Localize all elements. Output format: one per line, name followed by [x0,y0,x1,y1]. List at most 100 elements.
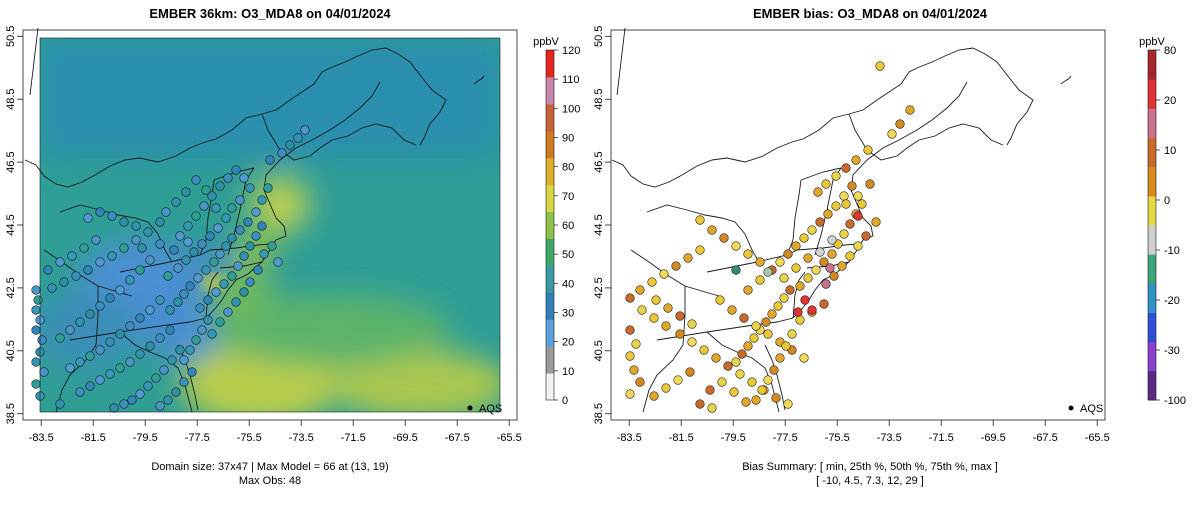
right-station-marker [635,285,645,295]
left-station-marker [233,261,243,271]
left-border-quebec [329,47,447,146]
left-station-marker [251,207,261,217]
right-station-marker [649,391,659,401]
right-station-marker [715,295,725,305]
right-station-marker [807,225,817,235]
right-colorbar-tick-label: -10 [1164,245,1180,257]
right-station-marker [831,201,841,211]
left-station-marker [115,285,125,295]
right-station-marker [775,257,785,267]
right-station-marker [675,329,685,339]
left-border-pa-wv [55,286,99,413]
left-station-marker [161,207,171,217]
left-station-marker [155,239,165,249]
right-station-marker [675,311,685,321]
left-station-marker [95,207,105,217]
left-lat-tick-label: 40.5 [5,340,17,361]
left-colorbar-segment [546,50,554,78]
left-lon-tick-label: -81.5 [81,432,106,444]
left-colorbar-tick-label: 120 [562,45,580,57]
right-station-marker [813,187,823,197]
right-lon-tick-label: -83.5 [617,432,642,444]
right-border-lake-ontario [646,204,760,263]
right-station-marker [743,285,753,295]
left-footer-line1: Domain size: 37x47 | Max Model = 66 at (… [151,461,388,473]
left-axes: -83.5 -81.5 -79.5 -77.5 -75.5 -73.5 -71.5 -69.5… [5,26,522,444]
right-station-marker [747,377,757,387]
left-station-marker [131,235,141,245]
left-station-marker [109,403,119,413]
left-lat-tick-label: 46.5 [5,151,17,172]
left-station-marker [163,395,173,405]
right-border-hudson [616,27,626,96]
right-station-marker [635,377,645,387]
left-colorbar-tick-label: 0 [562,395,568,407]
right-station-marker [737,349,747,359]
left-station-marker [145,305,155,315]
left-station-marker [239,173,249,183]
left-field-low-c [40,290,135,370]
right-station-marker [755,257,765,267]
left-station-marker [95,375,105,385]
right-station-marker [845,251,855,261]
right-colorbar-tick-label: -30 [1164,345,1180,357]
right-station-marker [821,179,831,189]
right-station-marker [803,273,813,283]
right-colorbar-segment [1148,108,1156,138]
right-station-marker [761,317,771,327]
left-station-marker [91,235,101,245]
left-title: EMBER 36km: O3_MDA8 on 04/01/2024 [149,6,391,21]
left-station-marker [263,183,273,193]
right-lat-tick-label: 50.5 [593,26,605,47]
right-colorbar-segment [1148,137,1156,168]
left-station-marker [187,367,197,377]
left-station-marker [300,125,310,135]
right-station-marker [749,333,759,343]
right-station-marker [841,199,851,209]
right-footer-line1: Bias Summary: [ min, 25th %, 50th %, 75t… [742,461,998,473]
right-station-marker [719,233,729,243]
left-station-marker [37,335,47,345]
right-station-marker [741,397,751,407]
left-lon-tick-label: -67.5 [445,432,470,444]
left-lon-tick-label: -83.5 [29,432,54,444]
left-station-marker [47,283,57,293]
left-colorbar-tick-label: 40 [562,278,574,290]
left-station-marker [251,231,261,241]
right-station-marker [695,245,705,255]
right-station-marker [865,179,875,189]
left-station-marker [71,271,81,281]
right-station-marker [625,325,635,335]
left-station-marker [75,357,85,367]
right-station-marker [825,263,835,273]
left-station-marker [219,279,229,289]
left-station-marker [167,355,177,365]
right-station-marker [755,275,765,285]
left-lon-tick-label: -75.5 [237,432,262,444]
right-station-marker [837,261,847,271]
right-station-marker [799,233,809,243]
left-station-marker [227,271,237,281]
left-field-mid-i [210,295,450,365]
right-colorbar-segment [1148,370,1156,401]
left-station-marker [95,257,105,267]
right-station-marker [845,219,855,229]
right-station-marker [795,281,805,291]
left-station-marker [245,183,255,193]
right-station-marker [783,399,793,409]
right-station-marker [841,163,851,173]
left-station-marker [105,337,115,347]
left-station-marker [95,345,105,355]
left-station-marker [107,211,117,221]
right-station-marker [821,279,831,289]
right-station-marker [661,321,671,331]
right-station-marker [839,229,849,239]
right-colorbar-segment [1148,50,1156,80]
left-station-marker [273,257,283,267]
left-station-marker [125,357,135,367]
right-station-marker [711,353,721,363]
left-station-marker [115,363,125,373]
left-colorbar-segment [546,211,554,239]
right-station-marker [853,241,863,251]
left-station-marker [211,287,221,297]
